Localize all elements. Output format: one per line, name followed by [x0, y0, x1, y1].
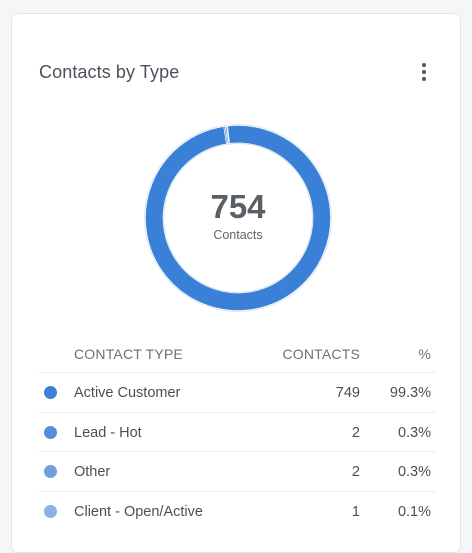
- contact-type-name: Active Customer: [74, 385, 181, 401]
- total-contacts-value: 754: [210, 188, 266, 225]
- contact-percent: 0.3%: [397, 424, 431, 441]
- legend-swatch: [44, 504, 57, 518]
- card-title: Contacts by Type: [39, 62, 180, 82]
- contact-percent: 0.1%: [397, 503, 431, 520]
- contact-type-name: Lead - Hot: [74, 424, 142, 441]
- contact-count: 2: [351, 424, 360, 441]
- legend-swatch: [44, 386, 57, 399]
- legend-swatch: [44, 425, 57, 439]
- contact-count: 749: [335, 385, 360, 401]
- legend-swatch: [44, 465, 57, 478]
- contact-count: 2: [351, 464, 360, 480]
- more-vertical-icon-dot: [422, 70, 426, 74]
- more-vertical-icon-dot: [422, 77, 426, 81]
- table-row[interactable]: Client - Open/Active 1 0.1%: [38, 492, 436, 531]
- contact-count: 1: [351, 503, 360, 520]
- contact-percent: 99.3%: [389, 385, 431, 401]
- more-vertical-icon: [422, 63, 426, 67]
- contact-type-name: Other: [74, 464, 111, 480]
- header-contact-type[interactable]: CONTACT TYPE: [74, 346, 183, 362]
- contact-type-name: Client - Open/Active: [74, 503, 203, 520]
- contacts-by-type-card: Contacts by Type 754 Contacts CONTACT TY…: [11, 13, 461, 553]
- donut-hole: [163, 143, 313, 293]
- contact-type-table: CONTACT TYPE CONTACTS % Active Customer …: [38, 334, 436, 530]
- header-percent[interactable]: %: [418, 346, 431, 362]
- table-row[interactable]: Other 2 0.3%: [38, 452, 436, 492]
- table-row[interactable]: Active Customer 749 99.3%: [38, 373, 436, 413]
- contact-percent: 0.3%: [397, 464, 431, 480]
- table-header: CONTACT TYPE CONTACTS %: [38, 334, 436, 373]
- header-contacts[interactable]: CONTACTS: [282, 346, 360, 362]
- total-contacts-label: Contacts: [213, 228, 263, 242]
- donut-chart: 754 Contacts: [142, 122, 334, 314]
- donut-chart-svg: [144, 124, 332, 312]
- table-row[interactable]: Lead - Hot 2 0.3%: [38, 413, 436, 452]
- more-options-button[interactable]: [410, 58, 438, 86]
